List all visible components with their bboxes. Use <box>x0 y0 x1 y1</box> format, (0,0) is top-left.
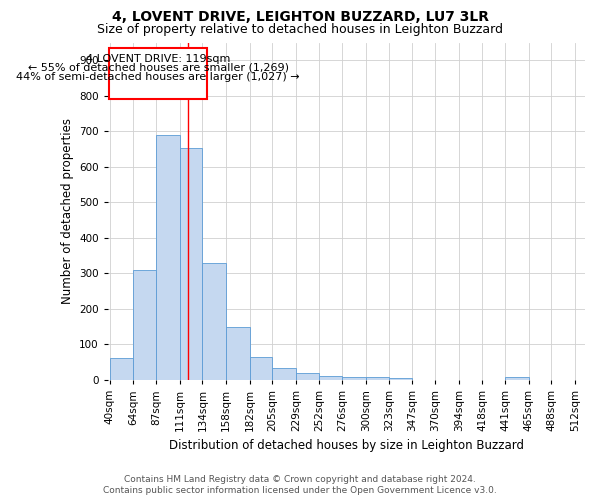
Text: Size of property relative to detached houses in Leighton Buzzard: Size of property relative to detached ho… <box>97 22 503 36</box>
Text: 44% of semi-detached houses are larger (1,027) →: 44% of semi-detached houses are larger (… <box>16 72 300 82</box>
Text: Contains HM Land Registry data © Crown copyright and database right 2024.: Contains HM Land Registry data © Crown c… <box>124 475 476 484</box>
Text: ← 55% of detached houses are smaller (1,269): ← 55% of detached houses are smaller (1,… <box>28 63 289 73</box>
X-axis label: Distribution of detached houses by size in Leighton Buzzard: Distribution of detached houses by size … <box>169 440 524 452</box>
Bar <box>343 377 366 380</box>
Text: 4 LOVENT DRIVE: 119sqm: 4 LOVENT DRIVE: 119sqm <box>86 54 230 64</box>
Bar <box>505 377 529 380</box>
Text: 4, LOVENT DRIVE, LEIGHTON BUZZARD, LU7 3LR: 4, LOVENT DRIVE, LEIGHTON BUZZARD, LU7 3… <box>112 10 488 24</box>
Bar <box>110 358 133 380</box>
Bar <box>226 326 250 380</box>
Bar <box>180 148 202 380</box>
Y-axis label: Number of detached properties: Number of detached properties <box>61 118 74 304</box>
Text: Contains public sector information licensed under the Open Government Licence v3: Contains public sector information licen… <box>103 486 497 495</box>
Bar <box>389 378 412 380</box>
Bar <box>296 373 319 380</box>
Bar <box>272 368 296 380</box>
Bar <box>366 377 389 380</box>
Bar <box>250 357 272 380</box>
Bar <box>156 135 180 380</box>
Bar <box>133 270 156 380</box>
Bar <box>109 48 208 100</box>
Bar <box>202 263 226 380</box>
Bar <box>319 376 343 380</box>
